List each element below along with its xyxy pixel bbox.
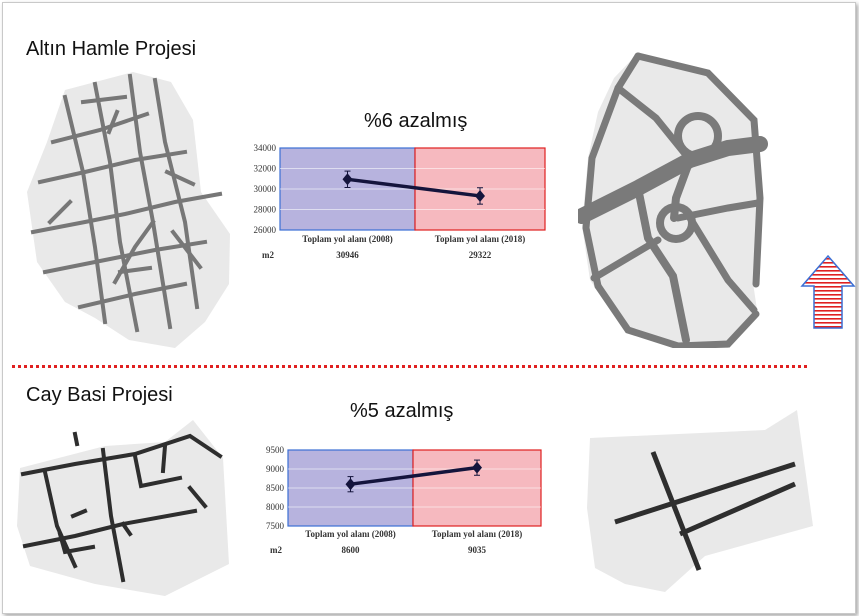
series-line <box>347 177 481 198</box>
y-tick-label: 7500 <box>266 521 285 531</box>
map-cay-basi-2018 <box>587 410 813 592</box>
y-tick-label: 9000 <box>266 464 285 474</box>
data-point-marker <box>475 189 485 202</box>
data-table: m2 8600 9035 <box>270 545 487 555</box>
chart-altin-hamle: 34000 32000 30000 28000 26000 Toplam yol ala… <box>254 143 546 260</box>
y-tick-label: 32000 <box>254 164 277 174</box>
x-category-label: Toplam yol alanı (2018) <box>432 529 522 539</box>
section-title-altin-hamle: Altın Hamle Projesi <box>26 38 197 60</box>
map-altin-hamle-2008 <box>27 72 230 348</box>
data-point-marker <box>342 173 353 186</box>
table-value: 8600 <box>342 545 361 555</box>
data-point-marker <box>345 478 356 491</box>
data-point-marker <box>472 461 482 474</box>
road-network <box>614 451 796 571</box>
chart-gridlines <box>288 468 541 508</box>
y-axis-ticks: 34000 32000 30000 28000 26000 <box>254 143 277 235</box>
road-network <box>20 431 223 583</box>
map-altin-hamle-2018 <box>578 52 768 348</box>
x-category-label: Toplam yol alanı (2008) <box>302 234 392 244</box>
road-network <box>30 73 223 333</box>
series-line <box>350 465 478 486</box>
section-title-cay-basi: Cay Basi Projesi <box>26 384 173 406</box>
y-axis-ticks: 9500 9000 8500 8000 7500 <box>266 445 285 531</box>
chart-title-2: %5 azalmış <box>350 400 454 422</box>
chart-cay-basi: 9500 9000 8500 8000 7500 Toplam yol alanı (2… <box>266 445 542 555</box>
y-tick-label: 8500 <box>266 483 285 493</box>
road-network <box>578 52 768 348</box>
table-value: 30946 <box>336 250 359 260</box>
y-tick-label: 26000 <box>254 225 277 235</box>
y-tick-label: 30000 <box>254 184 277 194</box>
chart-title-1: %6 azalmış <box>364 110 468 132</box>
chart-series <box>342 170 485 205</box>
data-table: m2 30946 29322 <box>262 250 492 260</box>
map-cay-basi-2008 <box>17 420 229 596</box>
y-tick-label: 9500 <box>266 445 285 455</box>
x-axis-categories: Toplam yol alanı (2008) Toplam yol alanı … <box>305 529 522 539</box>
table-row-label: m2 <box>270 545 282 555</box>
table-row-label: m2 <box>262 250 274 260</box>
chart-series <box>345 459 482 493</box>
striped-up-arrow-icon <box>800 254 856 329</box>
x-category-label: Toplam yol alanı (2018) <box>435 234 525 244</box>
map-area <box>587 410 813 592</box>
table-value: 29322 <box>469 250 492 260</box>
map-area <box>27 72 230 348</box>
table-value: 9035 <box>468 545 487 555</box>
x-category-label: Toplam yol alanı (2008) <box>305 529 395 539</box>
y-tick-label: 28000 <box>254 205 277 215</box>
y-tick-label: 8000 <box>266 502 285 512</box>
section-divider <box>12 365 807 368</box>
x-axis-categories: Toplam yol alanı (2008) Toplam yol alanı … <box>302 234 525 244</box>
y-tick-label: 34000 <box>254 143 277 153</box>
